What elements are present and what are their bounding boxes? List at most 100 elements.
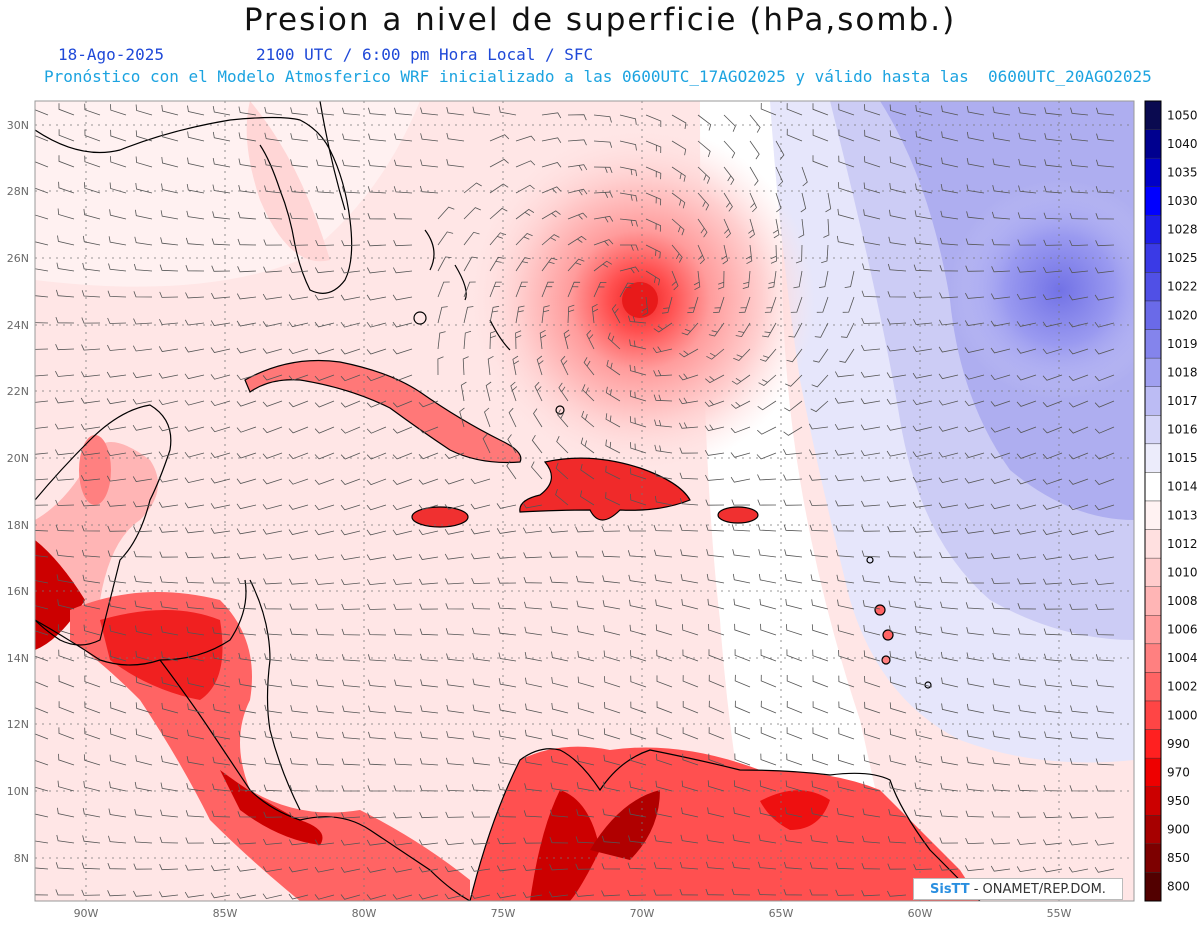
wind-barb bbox=[418, 866, 439, 873]
wind-barb bbox=[54, 423, 75, 430]
wind-barb bbox=[489, 158, 509, 168]
wind-barb bbox=[576, 575, 595, 584]
wind-barb bbox=[940, 626, 959, 636]
wind-barb bbox=[706, 834, 725, 844]
wind-barb bbox=[785, 807, 803, 818]
wind-barb bbox=[645, 140, 662, 154]
wind-barb bbox=[990, 426, 1011, 433]
wind-barb bbox=[655, 780, 673, 792]
wind-barb bbox=[577, 728, 595, 740]
wind-barb bbox=[445, 628, 465, 636]
wind-barb bbox=[158, 425, 179, 432]
wind-barb bbox=[810, 400, 829, 413]
wind-barb bbox=[863, 754, 881, 766]
wind-barb bbox=[211, 837, 231, 845]
wind-barb bbox=[106, 450, 127, 457]
wind-barb bbox=[290, 159, 309, 168]
wind-barb bbox=[630, 701, 647, 714]
wind-barb bbox=[835, 500, 855, 507]
wind-barb bbox=[964, 320, 985, 326]
wind-barb bbox=[107, 890, 127, 897]
wind-barb bbox=[160, 601, 179, 610]
wind-barb bbox=[262, 452, 283, 459]
wind-barb bbox=[498, 652, 517, 662]
wind-barb bbox=[966, 627, 985, 636]
wind-barb bbox=[496, 865, 517, 872]
wind-barb bbox=[420, 679, 439, 688]
wind-barb bbox=[786, 128, 803, 142]
wind-barb bbox=[340, 839, 361, 846]
wind-barb bbox=[498, 704, 517, 714]
lat-label: 24N bbox=[7, 319, 29, 332]
wind-barb bbox=[342, 705, 361, 714]
wind-barb bbox=[419, 784, 439, 792]
wind-barb bbox=[786, 624, 803, 636]
colorbar-label: 1019 bbox=[1167, 337, 1198, 351]
wind-barb bbox=[58, 675, 75, 688]
wind-barb bbox=[393, 812, 413, 819]
wind-barb bbox=[264, 704, 283, 714]
wind-barb bbox=[314, 321, 335, 328]
wind-barb bbox=[82, 835, 101, 844]
wind-barb bbox=[289, 212, 309, 220]
wind-barb bbox=[619, 140, 637, 151]
wind-barb bbox=[1016, 866, 1037, 873]
wind-barb bbox=[54, 397, 75, 404]
wind-barb bbox=[593, 140, 613, 148]
wind-barb bbox=[211, 810, 231, 818]
wind-barb bbox=[708, 649, 725, 662]
wind-barb bbox=[35, 707, 49, 714]
wind-barb bbox=[107, 290, 127, 298]
wind-barb bbox=[366, 400, 387, 408]
wind-barb bbox=[510, 381, 518, 402]
wind-barb bbox=[368, 679, 387, 688]
wind-barb bbox=[262, 553, 283, 560]
wind-barb bbox=[1018, 158, 1037, 168]
wind-barb bbox=[419, 603, 439, 610]
wind-barb bbox=[965, 292, 985, 299]
wind-barb bbox=[723, 218, 731, 239]
wind-barb bbox=[601, 835, 621, 844]
wind-barb bbox=[889, 702, 907, 714]
wind-barb bbox=[463, 330, 472, 350]
sistt-logo: SisTT bbox=[930, 882, 970, 897]
wind-barb bbox=[184, 451, 205, 458]
wind-barb bbox=[1068, 554, 1089, 561]
wind-barb bbox=[734, 753, 751, 766]
wind-barb bbox=[237, 211, 257, 220]
wind-barb bbox=[825, 192, 832, 213]
wind-barb bbox=[567, 281, 581, 298]
wind-barb bbox=[1070, 731, 1089, 740]
wind-barb bbox=[367, 758, 387, 766]
wind-barb bbox=[682, 649, 699, 662]
wind-barb bbox=[1069, 186, 1089, 194]
wind-barb bbox=[419, 185, 439, 194]
wind-barb bbox=[814, 322, 829, 338]
wind-barb bbox=[886, 372, 907, 379]
wind-barb bbox=[210, 374, 231, 380]
south-america-low bbox=[470, 746, 980, 901]
wind-barb bbox=[109, 781, 127, 792]
wind-barb bbox=[991, 784, 1011, 792]
wind-barb bbox=[472, 627, 491, 636]
wind-barb bbox=[1068, 478, 1089, 485]
lat-label: 20N bbox=[7, 452, 29, 465]
wind-barb bbox=[760, 727, 777, 740]
forecast-date: 18-Ago-2025 bbox=[58, 45, 164, 64]
wind-barb bbox=[835, 889, 855, 896]
wind-barb bbox=[834, 371, 855, 378]
wind-barb bbox=[84, 727, 101, 740]
wind-barb bbox=[418, 839, 439, 846]
wind-barb bbox=[550, 809, 569, 818]
wind-barb bbox=[58, 701, 75, 714]
wind-barb bbox=[861, 500, 881, 507]
wind-barb bbox=[627, 889, 647, 896]
wind-barb bbox=[84, 155, 101, 168]
wind-barb bbox=[1043, 578, 1063, 585]
wind-barb bbox=[497, 838, 517, 845]
wind-barb bbox=[437, 231, 454, 246]
wind-barb bbox=[1042, 504, 1063, 510]
wind-barb bbox=[1016, 374, 1037, 381]
wind-barb bbox=[159, 551, 179, 558]
wind-barb bbox=[314, 400, 335, 408]
